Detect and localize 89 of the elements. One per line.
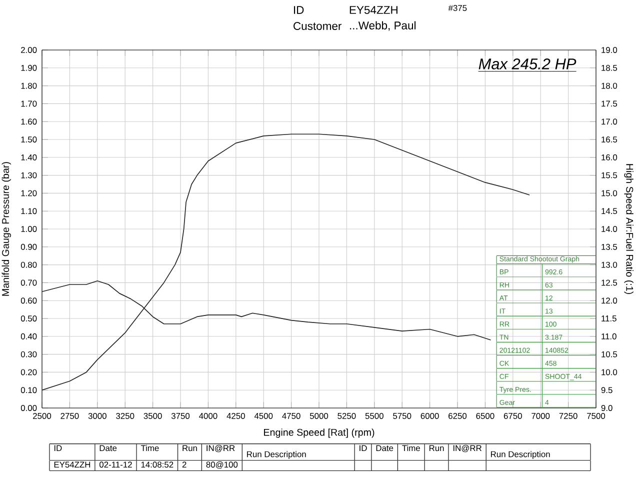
y-tick-label: 1.30	[21, 172, 37, 178]
x-tick-label: 5250	[338, 412, 356, 419]
text: ...Webb, Paul	[350, 21, 416, 31]
x-tick-label: 7000	[532, 412, 550, 419]
text: Time	[140, 444, 159, 452]
y2-tick-label: 15.0	[602, 190, 618, 196]
text: #375	[448, 5, 467, 11]
x-tick-label: 7500	[587, 412, 606, 419]
y2-tick-label: 10.0	[602, 369, 618, 376]
text: EY54ZZH	[350, 6, 398, 14]
y2-tick-label: 12.0	[602, 298, 618, 304]
y-tick-label: 0.30	[20, 351, 37, 358]
y-tick-label: 0.20	[20, 369, 37, 376]
y-tick-label: 0.70	[20, 280, 37, 286]
x-tick-label: 4000	[199, 412, 218, 419]
text: IN@RR	[453, 444, 482, 452]
x-tick-label: 6750	[504, 412, 522, 419]
y-tick-label: 2.00	[21, 47, 37, 53]
text: Run Description	[247, 450, 306, 459]
y-tick-label: 1.60	[21, 118, 37, 125]
text: IN@RR	[206, 444, 235, 452]
y2-tick-label: 9.5	[601, 387, 612, 394]
y-tick-label: 0.90	[20, 244, 37, 250]
x-tick-label: 3750	[171, 412, 190, 419]
y2-tick-label: 14.5	[602, 208, 618, 214]
y-tick-label: 1.20	[21, 190, 37, 196]
y-tick-label: 1.40	[21, 154, 37, 160]
y2-tick-label: 12.5	[602, 280, 618, 286]
x-tick-label: 2500	[33, 412, 52, 419]
x-tick-label: 4250	[226, 412, 245, 419]
text: 02-11-12	[99, 462, 132, 468]
x-tick-label: 4500	[254, 412, 273, 419]
y-tick-label: 0.00	[20, 405, 37, 411]
x-tick-label: 3250	[116, 412, 134, 419]
text: Date	[376, 445, 394, 452]
y2-tick-label: 11.5	[602, 316, 616, 322]
x-tick-label: 7250	[559, 412, 578, 419]
text: 2	[182, 462, 186, 468]
text: Customer	[294, 22, 342, 30]
y-tick-label: 1.50	[21, 136, 37, 142]
y-tick-label: 0.50	[20, 316, 37, 322]
x-tick-label: 6000	[420, 412, 439, 419]
text: 80@100	[206, 461, 238, 469]
text: ID	[360, 445, 367, 452]
y-tick-label: 1.00	[21, 226, 37, 232]
text: EY54ZZH	[54, 462, 90, 468]
y2-tick-label: 19.0	[602, 47, 618, 53]
y2-tick-label: 15.5	[602, 172, 618, 178]
y2-axis-title: High Speed Air:Fuel Ratio (:1)	[624, 164, 634, 294]
x-tick-label: 3500	[144, 412, 162, 419]
y2-tick-label: 17.0	[602, 118, 618, 125]
y2-tick-label: 16.0	[602, 154, 618, 160]
y-tick-label: 0.60	[20, 298, 37, 304]
text: Run Description	[490, 450, 550, 459]
x-axis-title: Engine Speed [Rat] (rpm)	[264, 428, 374, 438]
y2-tick-label: 9.0	[601, 405, 612, 411]
y-tick-label: 1.90	[21, 64, 37, 71]
y2-tick-label: 11.0	[602, 333, 616, 340]
y2-tick-label: 13.5	[602, 244, 618, 250]
x-tick-label: 2750	[60, 412, 79, 419]
x-tick-label: 5000	[310, 412, 328, 419]
text: Run	[182, 445, 197, 452]
y-tick-label: 0.10	[20, 387, 37, 394]
y2-tick-label: 17.5	[602, 100, 618, 107]
y2-tick-label: 14.0	[602, 226, 618, 232]
y-axis-title: Manifold Gauge Pressure (bar)	[2, 162, 11, 296]
x-tick-label: 5750	[393, 412, 412, 419]
text: Date	[100, 445, 117, 452]
y-tick-label: 0.80	[20, 262, 37, 268]
text: ID	[294, 6, 304, 14]
y-tick-label: 1.80	[21, 82, 37, 89]
x-tick-label: 3000	[88, 412, 106, 419]
y2-tick-label: 18.0	[602, 82, 618, 89]
x-tick-label: 6500	[476, 412, 494, 419]
y-tick-label: 1.10	[21, 208, 37, 214]
y2-tick-label: 10.5	[602, 351, 618, 358]
text: Run	[429, 445, 444, 452]
text: ID	[54, 445, 62, 452]
y2-tick-label: 13.0	[602, 262, 618, 268]
y-tick-label: 1.70	[21, 100, 37, 107]
y2-tick-label: 16.5	[602, 136, 618, 142]
y-tick-label: 0.40	[20, 333, 37, 340]
y2-tick-label: 18.5	[602, 64, 618, 71]
x-tick-label: 4750	[282, 412, 300, 419]
text: 14:08:52	[141, 462, 174, 468]
x-tick-label: 6250	[448, 412, 467, 419]
text: Time	[402, 444, 420, 452]
x-tick-label: 5500	[365, 412, 384, 419]
annotation: Max 245.2 HP	[478, 58, 576, 70]
